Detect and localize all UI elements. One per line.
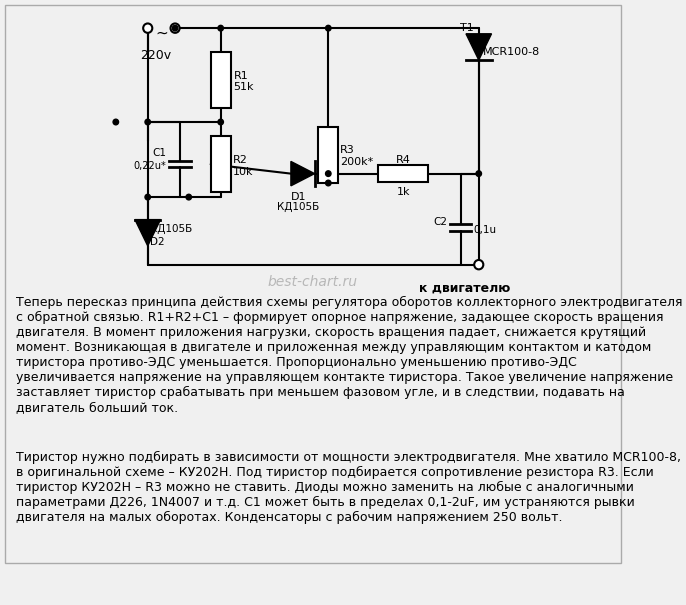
Circle shape: [172, 25, 178, 31]
Text: Теперь пересказ принципа действия схемы регулятора оборотов коллекторного электр: Теперь пересказ принципа действия схемы …: [16, 296, 683, 414]
Text: MCR100-8: MCR100-8: [484, 47, 541, 57]
Circle shape: [171, 24, 180, 33]
Text: best-chart.ru: best-chart.ru: [268, 275, 358, 289]
Circle shape: [326, 171, 331, 177]
Text: D2: D2: [150, 237, 164, 247]
Text: ~: ~: [155, 25, 168, 41]
Text: 1k: 1k: [397, 188, 410, 197]
Circle shape: [143, 24, 152, 33]
Bar: [211, 51, 230, 108]
Text: C2: C2: [434, 217, 448, 227]
Text: КД105Б: КД105Б: [150, 224, 192, 234]
Text: 10k: 10k: [233, 167, 253, 177]
Bar: [318, 126, 338, 183]
Circle shape: [145, 119, 150, 125]
Circle shape: [326, 25, 331, 31]
Text: R1: R1: [233, 71, 248, 81]
Text: 0,22u*: 0,22u*: [133, 161, 166, 171]
Text: R4: R4: [396, 155, 411, 166]
Text: D1: D1: [290, 192, 306, 203]
Text: C1: C1: [152, 148, 166, 158]
Text: КД105Б: КД105Б: [277, 202, 319, 212]
Circle shape: [474, 260, 484, 269]
Text: T1: T1: [460, 23, 474, 33]
Text: 220v: 220v: [141, 49, 172, 62]
Circle shape: [113, 119, 119, 125]
Bar: [378, 165, 428, 182]
Text: к двигателю: к двигателю: [419, 281, 511, 295]
Text: R3: R3: [340, 145, 355, 155]
Circle shape: [186, 194, 191, 200]
Circle shape: [326, 180, 331, 186]
Text: 0,1u: 0,1u: [473, 226, 497, 235]
Text: 51k: 51k: [233, 82, 254, 93]
Polygon shape: [291, 162, 315, 186]
Text: 200k*: 200k*: [340, 157, 373, 168]
Text: R2: R2: [233, 155, 248, 166]
Circle shape: [476, 171, 482, 177]
Circle shape: [218, 25, 224, 31]
Text: Тиристор нужно подбирать в зависимости от мощности электродвигателя. Мне хватило: Тиристор нужно подбирать в зависимости о…: [16, 451, 681, 524]
Bar: [211, 136, 230, 192]
Polygon shape: [135, 220, 161, 246]
Circle shape: [145, 194, 150, 200]
Polygon shape: [466, 34, 492, 60]
Circle shape: [218, 119, 224, 125]
